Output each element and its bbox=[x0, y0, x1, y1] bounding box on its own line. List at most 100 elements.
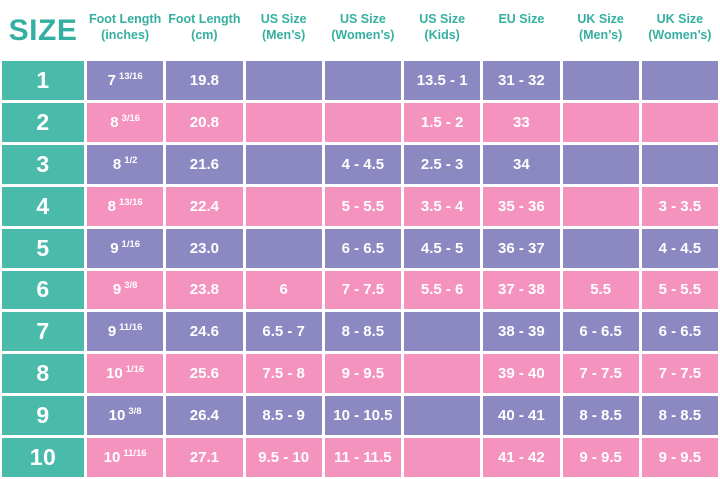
column-header-eu-size: EU Size bbox=[483, 2, 560, 58]
column-header-uk-size-womens: UK Size (Women’s) bbox=[641, 2, 718, 58]
cell-eu-size: 38 - 39 bbox=[483, 312, 560, 352]
size-cell: 5 bbox=[2, 228, 84, 268]
cell-uk-size-mens bbox=[562, 186, 639, 226]
cell-us-size-womens: 4 - 4.5 bbox=[324, 144, 401, 184]
cell-uk-size-mens bbox=[562, 144, 639, 184]
inches-fraction: 3/16 bbox=[121, 112, 141, 124]
cell-us-size-womens bbox=[324, 102, 401, 142]
column-header-us-size-kids: US Size (Kids) bbox=[404, 2, 481, 58]
cell-uk-size-mens: 7 - 7.5 bbox=[562, 354, 639, 394]
cell-uk-size-mens: 8 - 8.5 bbox=[562, 396, 639, 436]
cell-us-size-kids: 5.5 - 6 bbox=[404, 270, 481, 310]
cell-foot-length-inches: 8 3/16 bbox=[87, 102, 164, 142]
cell-eu-size: 39 - 40 bbox=[483, 354, 560, 394]
inches-fraction: 13/16 bbox=[118, 70, 143, 82]
cell-us-size-mens bbox=[245, 228, 322, 268]
inches-fraction: 11/16 bbox=[119, 322, 143, 334]
column-header-line1: EU Size bbox=[498, 12, 545, 26]
cell-uk-size-mens bbox=[562, 102, 639, 142]
cell-us-size-womens: 5 - 5.5 bbox=[324, 186, 401, 226]
cell-uk-size-womens: 8 - 8.5 bbox=[641, 396, 718, 436]
inches-whole: 10 bbox=[106, 365, 123, 383]
inches-whole: 10 bbox=[108, 407, 126, 425]
column-header-line2: (Men’s) bbox=[261, 28, 306, 43]
cell-eu-size: 36 - 37 bbox=[483, 228, 560, 268]
column-header-line2: (inches) bbox=[101, 28, 150, 43]
inches-whole: 10 bbox=[103, 449, 121, 467]
cell-uk-size-womens: 7 - 7.5 bbox=[641, 354, 718, 394]
cell-uk-size-mens: 9 - 9.5 bbox=[562, 438, 639, 477]
size-cell: 1 bbox=[2, 61, 84, 100]
inches-whole: 8 bbox=[112, 155, 122, 173]
cell-foot-length-inches: 10 3/8 bbox=[87, 396, 164, 436]
cell-foot-length-cm: 24.6 bbox=[166, 312, 243, 352]
cell-foot-length-cm: 25.6 bbox=[166, 354, 243, 394]
cell-uk-size-womens: 4 - 4.5 bbox=[641, 228, 718, 268]
cell-us-size-womens: 6 - 6.5 bbox=[324, 228, 401, 268]
cell-eu-size: 37 - 38 bbox=[483, 270, 560, 310]
inches-fraction: 1/16 bbox=[125, 364, 145, 376]
cell-us-size-mens: 9.5 - 10 bbox=[245, 438, 322, 477]
inches-whole: 9 bbox=[110, 239, 119, 257]
cell-us-size-womens: 8 - 8.5 bbox=[324, 312, 401, 352]
inches-whole: 8 bbox=[107, 197, 116, 215]
cell-us-size-womens: 9 - 9.5 bbox=[324, 354, 401, 394]
cell-us-size-mens bbox=[245, 144, 322, 184]
size-chart-title: SIZE bbox=[2, 2, 84, 58]
size-cell: 9 bbox=[2, 396, 84, 436]
cell-foot-length-cm: 26.4 bbox=[166, 396, 243, 436]
cell-foot-length-inches: 9 1/16 bbox=[87, 228, 164, 268]
inches-fraction: 1/16 bbox=[121, 238, 141, 250]
size-cell: 6 bbox=[2, 270, 84, 310]
cell-eu-size: 31 - 32 bbox=[483, 61, 560, 100]
column-header-line2: (Men’s) bbox=[578, 28, 623, 43]
size-cell: 2 bbox=[2, 102, 84, 142]
cell-uk-size-womens: 6 - 6.5 bbox=[641, 312, 718, 352]
column-header-line2: (Women’s) bbox=[648, 28, 712, 43]
inches-fraction: 1/2 bbox=[124, 154, 138, 166]
column-header-line1: UK Size bbox=[656, 12, 704, 26]
cell-us-size-kids: 3.5 - 4 bbox=[404, 186, 481, 226]
cell-uk-size-womens: 9 - 9.5 bbox=[641, 438, 718, 477]
cell-eu-size: 41 - 42 bbox=[483, 438, 560, 477]
cell-uk-size-womens: 5 - 5.5 bbox=[641, 270, 718, 310]
cell-us-size-kids: 2.5 - 3 bbox=[404, 144, 481, 184]
inches-fraction: 3/8 bbox=[128, 406, 142, 418]
column-header-line1: US Size bbox=[419, 12, 466, 26]
size-cell: 10 bbox=[2, 438, 84, 477]
inches-fraction: 3/8 bbox=[124, 280, 138, 292]
cell-uk-size-mens: 5.5 bbox=[562, 270, 639, 310]
cell-us-size-mens bbox=[245, 61, 322, 100]
inches-whole: 9 bbox=[107, 323, 117, 341]
column-header-line2: (Women’s) bbox=[331, 28, 395, 43]
cell-us-size-mens bbox=[245, 102, 322, 142]
cell-us-size-kids bbox=[404, 354, 481, 394]
cell-uk-size-womens: 3 - 3.5 bbox=[641, 186, 718, 226]
column-header-foot-length-inches: Foot Length (inches) bbox=[87, 2, 164, 58]
cell-us-size-kids: 4.5 - 5 bbox=[404, 228, 481, 268]
cell-us-size-mens bbox=[245, 186, 322, 226]
cell-uk-size-womens bbox=[641, 144, 718, 184]
cell-us-size-kids bbox=[404, 396, 481, 436]
cell-us-size-womens: 7 - 7.5 bbox=[324, 270, 401, 310]
cell-us-size-kids bbox=[404, 438, 481, 477]
cell-foot-length-inches: 7 13/16 bbox=[87, 61, 164, 100]
cell-foot-length-cm: 23.0 bbox=[166, 228, 243, 268]
column-header-line2: (cm) bbox=[191, 28, 218, 43]
cell-us-size-mens: 6.5 - 7 bbox=[245, 312, 322, 352]
cell-uk-size-womens bbox=[641, 102, 718, 142]
size-cell: 7 bbox=[2, 312, 84, 352]
inches-whole: 8 bbox=[110, 113, 119, 131]
cell-foot-length-cm: 21.6 bbox=[166, 144, 243, 184]
cell-eu-size: 34 bbox=[483, 144, 560, 184]
cell-uk-size-mens bbox=[562, 228, 639, 268]
cell-foot-length-cm: 27.1 bbox=[166, 438, 243, 477]
cell-uk-size-mens bbox=[562, 61, 639, 100]
cell-us-size-womens: 11 - 11.5 bbox=[324, 438, 401, 477]
column-header-foot-length-cm: Foot Length (cm) bbox=[166, 2, 243, 58]
column-header-line1: US Size bbox=[260, 12, 307, 26]
column-header-line1: Foot Length bbox=[168, 12, 241, 26]
cell-foot-length-inches: 8 1/2 bbox=[87, 144, 164, 184]
column-header-us-size-mens: US Size (Men’s) bbox=[245, 2, 322, 58]
